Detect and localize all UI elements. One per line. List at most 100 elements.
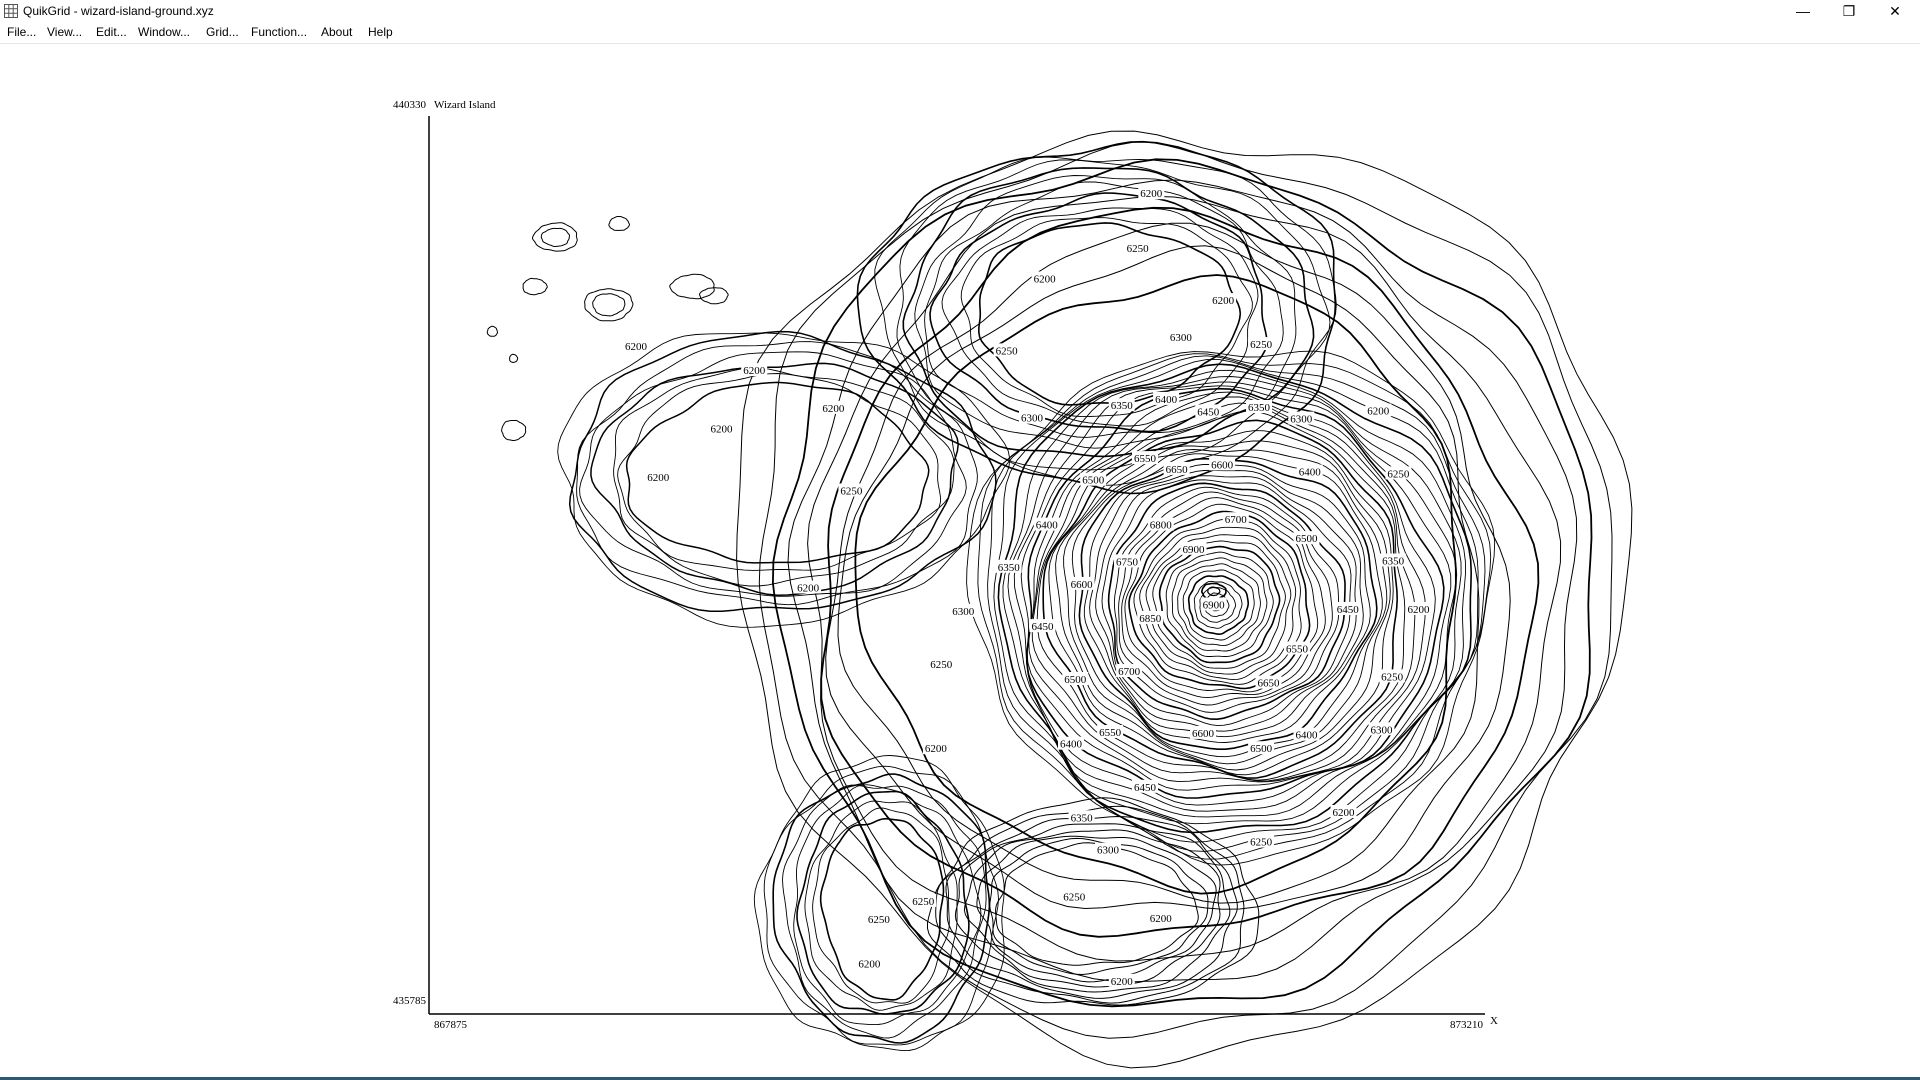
contour-label: 6250 [868, 914, 891, 926]
contour-label: 6700 [1118, 666, 1141, 678]
contour-label: 6700 [1225, 514, 1248, 526]
contour-line [1207, 586, 1221, 597]
contour-lines [486, 130, 1633, 1069]
contour-label: 6200 [925, 743, 948, 755]
contour-line [1118, 491, 1333, 706]
contour-label-bg [820, 400, 847, 414]
contour-label-bg [1153, 391, 1180, 405]
contour-label: 6250 [996, 345, 1019, 357]
contour-line [874, 156, 1337, 486]
contour-label-bg [1330, 805, 1357, 818]
contour-label-bg [1167, 329, 1194, 343]
menu-help[interactable]: Help [368, 25, 393, 39]
contour-line [1152, 540, 1286, 669]
menu-file[interactable]: File... [7, 25, 37, 39]
contour-line [782, 784, 987, 1039]
contour-label: 6650 [1166, 464, 1189, 476]
contour-line [1083, 463, 1371, 743]
contour-label: 6200 [711, 424, 734, 436]
minimize-button[interactable]: — [1780, 0, 1826, 22]
menu-function[interactable]: Function... [251, 25, 308, 39]
contour-label-bg [856, 956, 883, 970]
contour-line [1187, 575, 1249, 636]
contour-line [995, 842, 1199, 966]
contour-line [977, 222, 1242, 406]
contour-label-bg [1147, 517, 1174, 531]
y-max-label: 440330 [393, 99, 426, 111]
contour-plot-area[interactable]: 440330 Wizard Island 435785 867875 87321… [0, 44, 1920, 1077]
x-max-label: 873210 [1450, 1019, 1483, 1031]
contour-label: 6200 [797, 583, 820, 595]
contour-label-bg [995, 559, 1022, 573]
contour-line [568, 330, 997, 612]
contour-label-bg [1288, 411, 1315, 425]
contour-label: 6450 [1134, 782, 1157, 794]
restore-icon: ❐ [1842, 2, 1856, 19]
contour-label: 6400 [1296, 730, 1319, 742]
contour-label: 6300 [1290, 414, 1313, 426]
contour-line [825, 222, 1511, 910]
contour-line [590, 362, 959, 596]
contour-label-bg [1116, 664, 1143, 677]
contour-line [812, 807, 950, 1004]
menu-edit[interactable]: Edit... [96, 25, 127, 39]
contour-label: 6650 [1258, 678, 1281, 690]
contour-label: 6250 [1250, 837, 1273, 849]
contour-label: 6900 [1183, 544, 1206, 556]
contour-line [531, 222, 578, 252]
menu-bar: File... View... Edit... Window... Grid..… [0, 23, 1920, 44]
contour-label-bg [1248, 834, 1275, 848]
contour-line [941, 207, 1259, 427]
menu-about[interactable]: About [321, 25, 353, 39]
contour-line [1193, 580, 1243, 629]
menu-window[interactable]: Window... [138, 25, 191, 39]
contour-line [1107, 482, 1346, 721]
contour-label-bg [1385, 466, 1412, 480]
contour-line [592, 293, 626, 317]
contour-label-bg [1137, 611, 1164, 624]
close-button[interactable]: ✕ [1872, 0, 1918, 22]
contour-label: 6200 [822, 403, 845, 415]
contour-label-bg [1293, 727, 1320, 741]
contour-label: 6350 [1071, 812, 1094, 824]
contour-label-bg [645, 470, 672, 483]
contour-label-bg [1124, 241, 1151, 254]
contour-label-bg [1200, 597, 1227, 611]
contour-map: 6200 6250 6200 6200 6300 6250 6200 6250 6200 6400… [428, 116, 1633, 1069]
contour-label: 6550 [1286, 644, 1309, 656]
contour-label: 6500 [1250, 743, 1273, 755]
contour-line [976, 835, 1217, 983]
contour-line [793, 784, 982, 1026]
contour-label: 6250 [912, 896, 935, 908]
menu-grid[interactable]: Grid... [206, 25, 239, 39]
contour-label: 6200 [1408, 604, 1431, 616]
contour-line [1089, 469, 1364, 738]
contour-label-bg [1284, 641, 1310, 655]
contour-line [896, 159, 1331, 471]
window-title: QuikGrid - wizard-island-ground.xyz [23, 4, 214, 18]
close-icon: ✕ [1889, 2, 1901, 19]
contour-line [1101, 479, 1352, 727]
contour-line [579, 351, 967, 597]
contour-line [914, 175, 1297, 449]
contour-line [929, 192, 1268, 433]
contour-label: 6200 [1140, 188, 1163, 200]
contour-line [1036, 410, 1406, 781]
contour-label: 6800 [1150, 520, 1173, 532]
contour-label-bg [1195, 404, 1222, 418]
restore-button[interactable]: ❐ [1826, 0, 1872, 22]
menu-view[interactable]: View... [47, 25, 83, 39]
contour-label: 6350 [1111, 400, 1134, 412]
contour-label: 6900 [1203, 600, 1226, 612]
contour-label-bg [1296, 464, 1323, 478]
contour-label: 6400 [1299, 467, 1322, 479]
contour-line [1002, 369, 1466, 825]
contour-label: 6250 [1063, 891, 1086, 903]
contour-label: 6500 [1082, 475, 1105, 487]
contour-line [819, 817, 945, 1001]
contour-labels: 6200 6250 6200 6200 6300 6250 6200 6250 6200 6400… [623, 186, 1432, 988]
contour-line [854, 274, 1457, 895]
contour-line [902, 167, 1315, 458]
contour-label-bg [910, 893, 937, 907]
contour-label: 6200 [647, 472, 670, 484]
